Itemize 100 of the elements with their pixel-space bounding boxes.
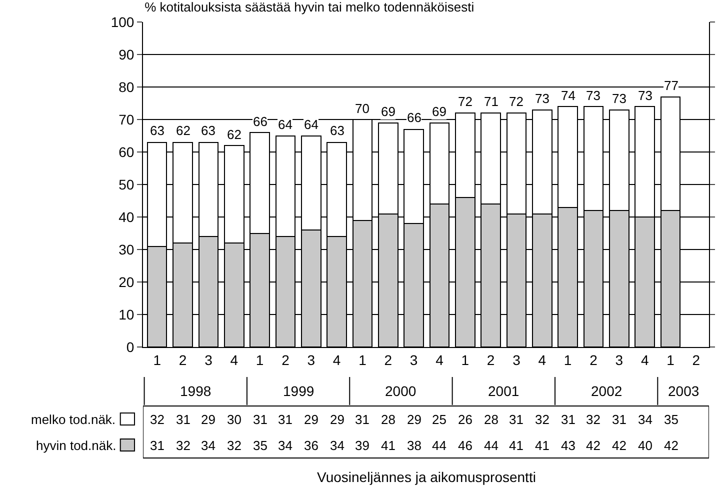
x-tick-label: 3 — [204, 352, 213, 368]
total-label: 64 — [278, 117, 292, 132]
data-label: 41 — [535, 438, 550, 453]
data-label: 46 — [458, 438, 472, 453]
y-tick-label: 80 — [118, 78, 134, 95]
data-label: 43 — [561, 438, 576, 453]
data-label: 32 — [150, 412, 164, 427]
total-label: 63 — [330, 123, 344, 138]
x-tick-label: 3 — [410, 352, 418, 368]
data-label: 34 — [201, 438, 216, 453]
x-tick-label: 1 — [256, 352, 264, 368]
total-label: 63 — [150, 123, 164, 138]
data-label: 28 — [381, 412, 396, 427]
x-tick-label: 3 — [615, 352, 624, 368]
y-tick-label: 90 — [118, 46, 134, 62]
x-tick-label: 2 — [590, 352, 598, 368]
total-label: 70 — [355, 101, 370, 116]
data-label: 41 — [509, 438, 524, 453]
text: Vuosineljännes ja aikomusprosentti — [317, 469, 536, 485]
data-label: 31 — [509, 412, 524, 427]
data-label: 40 — [638, 438, 652, 453]
data-label: 39 — [355, 438, 370, 453]
total-label: 69 — [381, 104, 396, 119]
data-label: 29 — [407, 412, 422, 427]
x-tick-label: 4 — [230, 352, 238, 368]
x-tick-label: 1 — [153, 352, 162, 368]
total-label: 77 — [664, 78, 678, 93]
text: 2003 — [668, 383, 700, 399]
x-tick-label: 4 — [332, 352, 341, 368]
data-label: 42 — [586, 438, 600, 453]
data-label: 32 — [176, 438, 190, 453]
y-tick-label: 10 — [118, 306, 134, 322]
data-label: 35 — [664, 412, 678, 427]
legend-label: melko tod.näk. — [31, 412, 116, 427]
data-label: 31 — [176, 412, 190, 427]
data-label: 41 — [381, 438, 396, 453]
total-label: 66 — [253, 114, 268, 129]
total-label: 62 — [227, 127, 242, 142]
data-label: 32 — [586, 412, 600, 427]
data-label: 28 — [484, 412, 498, 427]
y-tick-label: 40 — [118, 208, 134, 225]
x-tick-label: 4 — [538, 352, 546, 368]
total-label: 74 — [561, 88, 576, 103]
x-tick-label: 2 — [692, 352, 700, 368]
chart-title: % kotitalouksista säästää hyvin tai melko todennäköisesti — [144, 0, 474, 15]
y-tick-label: 20 — [118, 274, 134, 290]
total-label: 72 — [509, 94, 524, 109]
data-label: 29 — [330, 412, 344, 427]
total-label: 64 — [304, 117, 318, 132]
x-tick-label: 1 — [564, 352, 572, 368]
x-tick-label: 3 — [307, 352, 316, 368]
data-label: 31 — [253, 412, 268, 427]
x-tick-label: 2 — [384, 352, 392, 368]
x-tick-label: 2 — [178, 352, 187, 368]
data-label: 35 — [253, 438, 268, 453]
data-label: 30 — [227, 412, 242, 427]
data-label: 31 — [278, 412, 292, 427]
data-label: 29 — [304, 412, 318, 427]
total-label: 63 — [201, 123, 216, 138]
total-label: 71 — [484, 94, 498, 109]
total-label: 62 — [176, 123, 190, 138]
total-label: 73 — [612, 91, 626, 106]
data-label: 31 — [355, 412, 370, 427]
y-tick-label: 0 — [126, 338, 134, 355]
data-label: 34 — [330, 438, 344, 453]
y-tick-label: 60 — [118, 144, 134, 160]
y-tick-label: 50 — [118, 176, 134, 192]
x-tick-label: 4 — [436, 352, 444, 368]
data-label: 44 — [484, 438, 498, 453]
data-label: 44 — [432, 438, 446, 453]
x-tick-label: 2 — [282, 352, 290, 368]
text: 1998 — [180, 383, 212, 399]
x-tick-label: 4 — [640, 352, 649, 368]
data-label: 42 — [612, 438, 626, 453]
data-label: 34 — [638, 412, 652, 427]
text: 2002 — [591, 383, 622, 399]
data-label: 42 — [664, 438, 678, 453]
x-tick-label: 1 — [666, 352, 675, 368]
total-label: 73 — [535, 91, 550, 106]
x-tick-label: 1 — [461, 352, 470, 368]
data-label: 29 — [201, 412, 216, 427]
data-label: 31 — [612, 412, 626, 427]
data-label: 26 — [458, 412, 472, 427]
legend-label: hyvin tod.näk. — [36, 438, 116, 453]
x-tick-label: 1 — [358, 352, 367, 368]
x-tick-label: 2 — [486, 352, 495, 368]
data-label: 32 — [227, 438, 242, 453]
data-label: 32 — [535, 412, 550, 427]
data-label: 31 — [561, 412, 576, 427]
text: 2001 — [488, 383, 520, 399]
text: 1999 — [283, 383, 314, 399]
total-label: 69 — [432, 104, 446, 119]
data-label: 31 — [150, 438, 164, 453]
data-label: 25 — [432, 412, 446, 427]
data-label: 34 — [278, 438, 292, 453]
total-label: 73 — [638, 88, 652, 103]
data-label: 38 — [407, 438, 422, 453]
y-tick-label: 30 — [118, 241, 134, 258]
total-label: 66 — [407, 110, 422, 125]
total-label: 73 — [586, 88, 600, 103]
